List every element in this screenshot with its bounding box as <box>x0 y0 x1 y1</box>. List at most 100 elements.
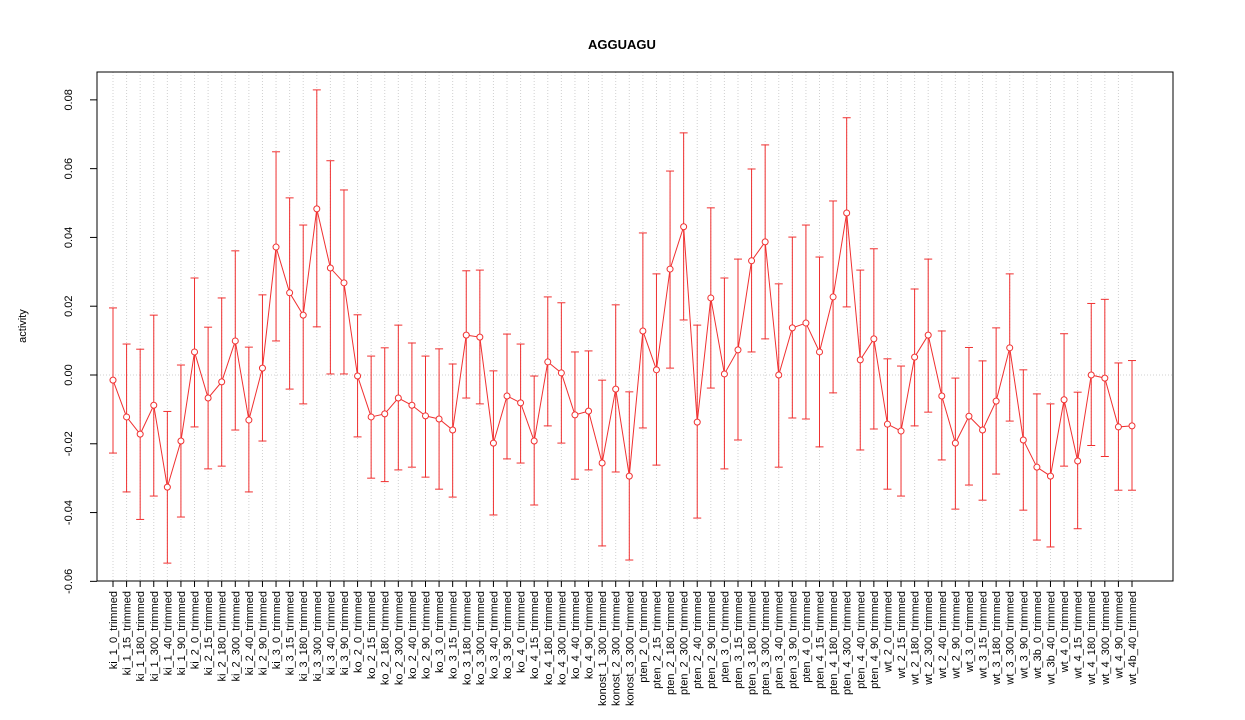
x-tick-label: ko_2_180_trimmed <box>380 591 392 685</box>
point <box>163 483 171 491</box>
point <box>788 324 796 332</box>
x-tick-label: pten_4_0_trimmed <box>801 591 813 683</box>
point <box>680 223 688 231</box>
x-tick-label: pten_4_40_trimmed <box>855 591 867 689</box>
point <box>693 418 701 426</box>
point <box>816 348 824 356</box>
plot-frame <box>96 71 1174 582</box>
point <box>1006 344 1014 352</box>
x-tick-label: pten_3_180_trimmed <box>747 591 759 695</box>
x-tick-label: pten_2_15_trimmed <box>651 591 663 689</box>
point <box>1114 423 1122 431</box>
x-tick-label: ko_4_90_trimmed <box>584 591 596 679</box>
x-tick-label: ko_4_40_trimmed <box>570 591 582 679</box>
x-tick-label: pten_3_0_trimmed <box>719 591 731 683</box>
y-tick-label: 0.04 <box>63 227 75 248</box>
point <box>598 459 606 467</box>
x-tick-label: pten_4_180_trimmed <box>828 591 840 695</box>
x-tick-label: wt_4_90_trimmed <box>1113 591 1125 679</box>
point <box>911 353 919 361</box>
x-tick-label: wt_3_90_trimmed <box>1018 591 1030 679</box>
point <box>503 392 511 400</box>
x-tick-label: ki_3_40_trimmed <box>325 591 337 675</box>
y-tick-label: -0.06 <box>63 569 75 594</box>
point <box>734 346 742 354</box>
point <box>367 413 375 421</box>
point <box>652 366 660 374</box>
x-tick-label: pten_2_40_trimmed <box>692 591 704 689</box>
y-tick-label: -0.04 <box>63 500 75 525</box>
point <box>340 279 348 287</box>
x-tick-label: wt_3b_40_trimmed <box>1045 591 1057 686</box>
x-tick-label: pten_4_300_trimmed <box>842 591 854 695</box>
point <box>992 397 1000 405</box>
x-tick-label: wt_2_300_trimmed <box>923 591 935 686</box>
x-tick-label: ki_3_15_trimmed <box>285 591 297 675</box>
x-tick-label: ki_2_180_trimmed <box>217 591 229 682</box>
x-tick-label: ko_3_40_trimmed <box>488 591 500 679</box>
x-tick-label: ko_4_0_trimmed <box>516 591 528 673</box>
point <box>897 427 905 435</box>
x-tick-label: ko_3_0_trimmed <box>434 591 446 673</box>
x-tick-label: wt_3_180_trimmed <box>991 591 1003 686</box>
point <box>748 257 756 265</box>
x-tick-label: pten_4_90_trimmed <box>869 591 881 689</box>
point <box>585 407 593 415</box>
y-tick-label: 0.00 <box>63 364 75 385</box>
point <box>557 369 565 377</box>
point <box>299 311 307 319</box>
x-tick-label: ko_3_180_trimmed <box>461 591 473 685</box>
point <box>1033 463 1041 471</box>
x-tick-label: ko_2_90_trimmed <box>420 591 432 679</box>
point <box>639 327 647 335</box>
x-tick-label: wt_2_90_trimmed <box>950 591 962 679</box>
point <box>1101 374 1109 382</box>
x-tick-label: ki_2_0_trimmed <box>190 591 202 669</box>
point <box>123 413 131 421</box>
x-tick-label: ki_2_300_trimmed <box>230 591 242 682</box>
x-tick-label: pten_2_90_trimmed <box>706 591 718 689</box>
x-tick-label: ko_2_0_trimmed <box>353 591 365 673</box>
point <box>720 370 728 378</box>
y-tick-label: 0.02 <box>63 295 75 316</box>
point <box>1060 396 1068 404</box>
point <box>938 392 946 400</box>
point <box>870 335 878 343</box>
line <box>112 208 1133 488</box>
point <box>951 439 959 447</box>
point <box>883 420 891 428</box>
x-tick-label: ki_3_180_trimmed <box>298 591 310 682</box>
point <box>231 337 239 345</box>
point <box>381 410 389 418</box>
x-tick-label: pten_3_300_trimmed <box>760 591 772 695</box>
point <box>979 426 987 434</box>
x-tick-label: ki_3_90_trimmed <box>339 591 351 675</box>
x-tick-label: wt_4_15_trimmed <box>1073 591 1085 679</box>
point <box>612 385 620 393</box>
point <box>1128 422 1136 430</box>
point <box>530 437 538 445</box>
x-tick-label: ko_3_15_trimmed <box>448 591 460 679</box>
point <box>204 394 212 402</box>
point <box>544 358 552 366</box>
point <box>965 412 973 420</box>
point <box>1087 371 1095 379</box>
x-tick-label: ki_1_15_trimmed <box>122 591 134 675</box>
x-tick-label: wt_2_40_trimmed <box>937 591 949 679</box>
x-tick-label: ki_1_180_trimmed <box>135 591 147 682</box>
point <box>462 331 470 339</box>
point <box>394 394 402 402</box>
point <box>408 401 416 409</box>
point <box>571 411 579 419</box>
x-tick-label: wt_4_0_trimmed <box>1059 591 1071 673</box>
point <box>476 333 484 341</box>
x-tick-label: ki_2_90_trimmed <box>257 591 269 675</box>
point <box>286 289 294 297</box>
point <box>1046 472 1054 480</box>
x-tick-label: ko_2_300_trimmed <box>393 591 405 685</box>
point <box>354 372 362 380</box>
point <box>802 319 810 327</box>
x-tick-label: ki_1_300_trimmed <box>149 591 161 682</box>
point <box>191 348 199 356</box>
